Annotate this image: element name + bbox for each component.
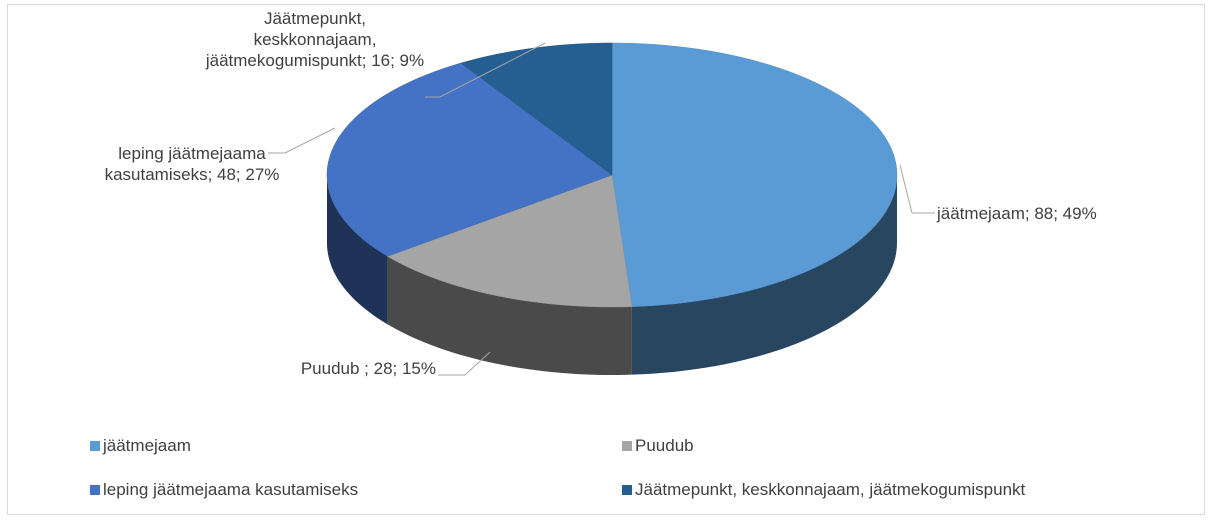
slice <box>460 42 613 176</box>
legend-item: jäätmejaam <box>90 436 191 456</box>
leader-line <box>425 42 546 98</box>
pie <box>326 42 898 375</box>
legend-label: jäätmejaam <box>103 436 191 455</box>
legend-label: Jäätmepunkt, keskkonnajaam, jäätmekogumi… <box>635 480 1026 499</box>
data-label: jäätmejaam; 88; 49% <box>937 204 1097 223</box>
chart-border <box>7 4 1205 515</box>
legend-swatch <box>622 441 632 451</box>
legend-swatch <box>90 485 100 495</box>
slice <box>611 42 898 307</box>
legend-item: leping jäätmejaama kasutamiseks <box>90 480 358 500</box>
slice <box>386 174 633 308</box>
data-label: leping jäätmejaama kasutamiseks; 48; 27% <box>104 144 280 184</box>
slice-side <box>387 256 632 375</box>
leader-line <box>268 127 336 154</box>
data-label: Puudub ; 28; 15% <box>300 359 436 378</box>
slice-side <box>631 175 897 375</box>
legend-swatch <box>622 485 632 495</box>
legend-item: Jäätmepunkt, keskkonnajaam, jäätmekogumi… <box>622 480 1025 500</box>
legend-label: leping jäätmejaama kasutamiseks <box>103 480 359 499</box>
data-label: Jäätmepunkt, keskkonnajaam, jäätmekogumi… <box>205 9 425 70</box>
legend-item: Puudub <box>622 436 694 456</box>
leader-line <box>899 164 935 214</box>
legend-label: Puudub <box>635 436 694 455</box>
legend-swatch <box>90 441 100 451</box>
leader-line <box>438 351 491 376</box>
slice <box>326 62 613 257</box>
slice-side <box>327 175 388 325</box>
